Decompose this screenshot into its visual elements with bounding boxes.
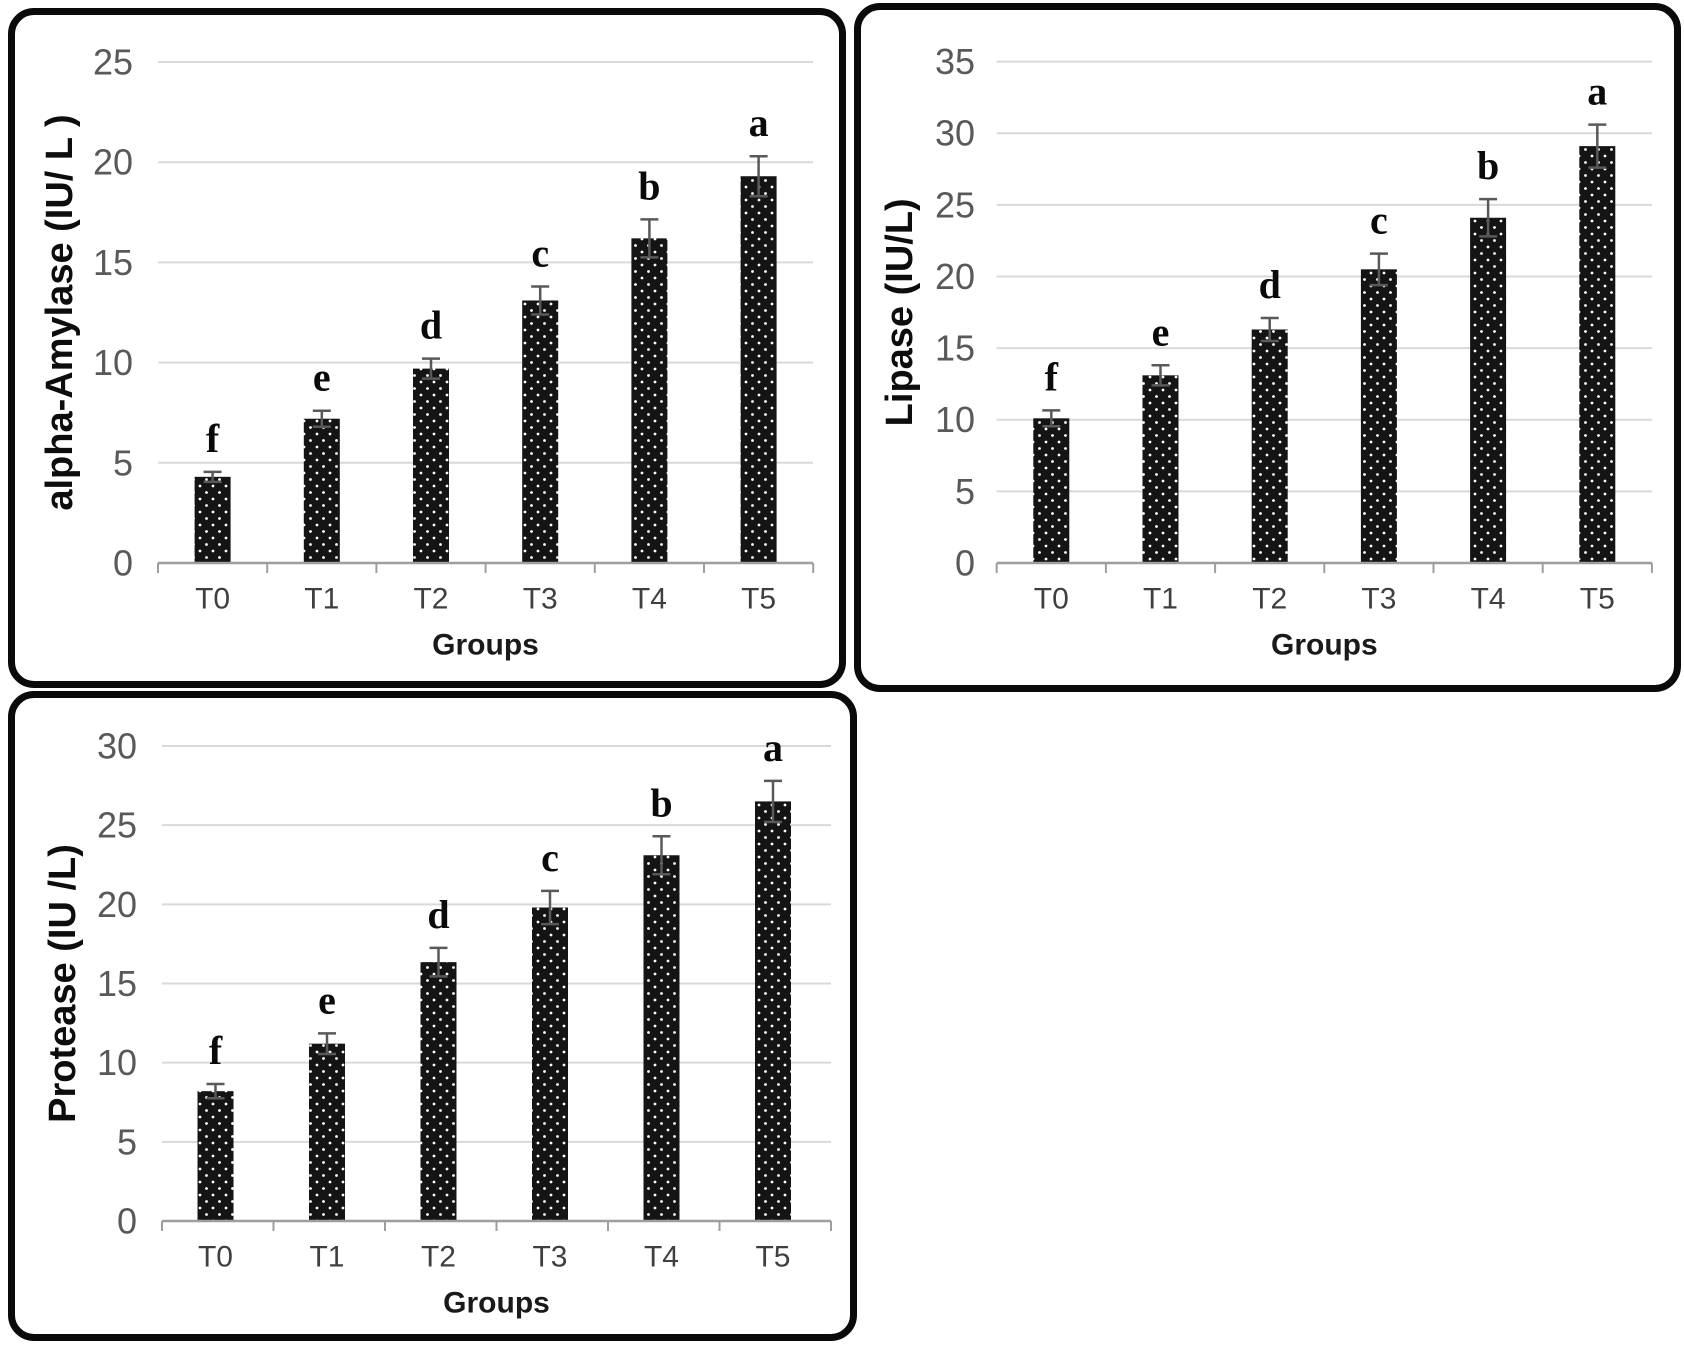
significance-letter-T4: b (638, 163, 660, 208)
y-tick-label-20: 20 (97, 884, 137, 925)
significance-letter-T0: f (1045, 354, 1059, 399)
panel-alpha-amylase-chart: 0 5 10 15 20 25 f T0 e T1 d T2 c T3 b T4 a T5 Groups alpha-… (8, 8, 846, 688)
significance-letter-T1: e (318, 977, 336, 1022)
x-tick-label-T0: T0 (1034, 583, 1069, 616)
x-tick-label-T5: T5 (755, 1241, 790, 1274)
significance-letter-T3: c (1370, 198, 1388, 243)
y-tick-label-10: 10 (97, 1042, 137, 1083)
panel-protease-chart: 0 5 10 15 20 25 30 f T0 e T1 d T2 c T3 b T4 a T5 Groups Prot… (8, 691, 857, 1341)
x-tick-label-T3: T3 (1361, 583, 1396, 616)
y-tick-label-10: 10 (935, 399, 975, 440)
x-axis-title: Groups (432, 629, 539, 662)
significance-letter-T0: f (209, 1028, 223, 1073)
significance-letter-T2: d (427, 892, 449, 937)
y-tick-label-5: 5 (113, 442, 133, 483)
x-tick-label-T1: T1 (309, 1241, 344, 1274)
lipase-bar-chart: 0 5 10 15 20 25 30 35 f T0 e T1 d T2 c T3 b T4 a T5 Groups Li… (879, 41, 1653, 662)
y-tick-label-25: 25 (93, 42, 133, 83)
bar-T4 (1470, 217, 1507, 563)
y-tick-label-25: 25 (97, 805, 137, 846)
significance-letter-T1: e (313, 355, 331, 400)
significance-letter-T1: e (1152, 309, 1170, 354)
significance-letter-T5: a (1587, 69, 1607, 114)
bar-T0 (1033, 418, 1070, 563)
bar-T1 (309, 1043, 345, 1221)
x-tick-label-T4: T4 (1471, 583, 1506, 616)
y-tick-label-15: 15 (935, 328, 975, 369)
x-tick-label-T3: T3 (523, 583, 558, 616)
significance-letter-T3: c (531, 230, 549, 275)
y-axis-title: Lipase (IU/L) (879, 198, 921, 426)
bar-T3 (1360, 269, 1397, 563)
x-tick-label-T3: T3 (532, 1241, 567, 1274)
bar-T2 (420, 962, 457, 1221)
significance-letter-T5: a (763, 725, 783, 770)
x-tick-label-T5: T5 (1580, 583, 1615, 616)
panel-lipase-chart: 0 5 10 15 20 25 30 35 f T0 e T1 d T2 c T3 b T4 a T5 Groups Li… (854, 3, 1681, 692)
x-axis-title: Groups (1271, 629, 1378, 662)
bar-T0 (194, 476, 231, 563)
y-tick-label-20: 20 (935, 256, 975, 297)
y-tick-label-10: 10 (93, 342, 133, 383)
x-tick-label-T1: T1 (1143, 583, 1178, 616)
significance-letter-T4: b (650, 780, 672, 825)
y-tick-label-30: 30 (935, 113, 975, 154)
bar-T2 (413, 368, 449, 563)
y-tick-label-0: 0 (117, 1201, 137, 1242)
y-tick-label-0: 0 (955, 543, 975, 584)
alpha-amylase-bar-chart: 0 5 10 15 20 25 f T0 e T1 d T2 c T3 b T4 a T5 Groups alpha-… (39, 42, 815, 662)
bar-T5 (755, 801, 791, 1221)
y-tick-label-15: 15 (93, 242, 133, 283)
protease-bar-chart: 0 5 10 15 20 25 30 f T0 e T1 d T2 c T3 b T4 a T5 Groups Prot… (42, 725, 832, 1320)
y-axis-title: alpha-Amylase (IU/ L ) (39, 114, 81, 510)
bar-T3 (532, 907, 568, 1221)
bar-T0 (197, 1091, 234, 1221)
significance-letter-T4: b (1477, 143, 1499, 188)
significance-letter-T2: d (1259, 262, 1281, 307)
x-tick-label-T5: T5 (741, 583, 776, 616)
bar-T1 (303, 418, 340, 563)
significance-letter-T2: d (420, 303, 442, 348)
significance-letter-T0: f (206, 416, 220, 461)
bar-T4 (631, 238, 668, 564)
x-tick-label-T2: T2 (413, 583, 448, 616)
bar-T4 (643, 855, 680, 1221)
y-tick-label-0: 0 (113, 543, 133, 584)
x-tick-label-T0: T0 (198, 1241, 233, 1274)
y-axis-title: Protease (IU /L) (42, 844, 84, 1123)
x-tick-label-T4: T4 (644, 1241, 679, 1274)
bar-T3 (522, 300, 559, 563)
y-tick-label-5: 5 (955, 471, 975, 512)
significance-letter-T5: a (749, 100, 769, 145)
y-tick-label-15: 15 (97, 963, 137, 1004)
significance-letter-T3: c (541, 835, 559, 880)
x-tick-label-T1: T1 (304, 583, 339, 616)
bar-T5 (740, 176, 777, 563)
bar-T1 (1142, 375, 1179, 563)
x-tick-label-T4: T4 (632, 583, 667, 616)
x-tick-label-T0: T0 (195, 583, 230, 616)
y-tick-label-25: 25 (935, 184, 975, 225)
x-axis-title: Groups (443, 1287, 550, 1320)
y-tick-label-35: 35 (935, 41, 975, 82)
y-tick-label-5: 5 (117, 1121, 137, 1162)
bar-T5 (1579, 146, 1616, 564)
x-tick-label-T2: T2 (1252, 583, 1287, 616)
y-tick-label-20: 20 (93, 142, 133, 183)
x-tick-label-T2: T2 (421, 1241, 456, 1274)
y-tick-label-30: 30 (97, 726, 137, 767)
bar-T2 (1251, 329, 1288, 563)
